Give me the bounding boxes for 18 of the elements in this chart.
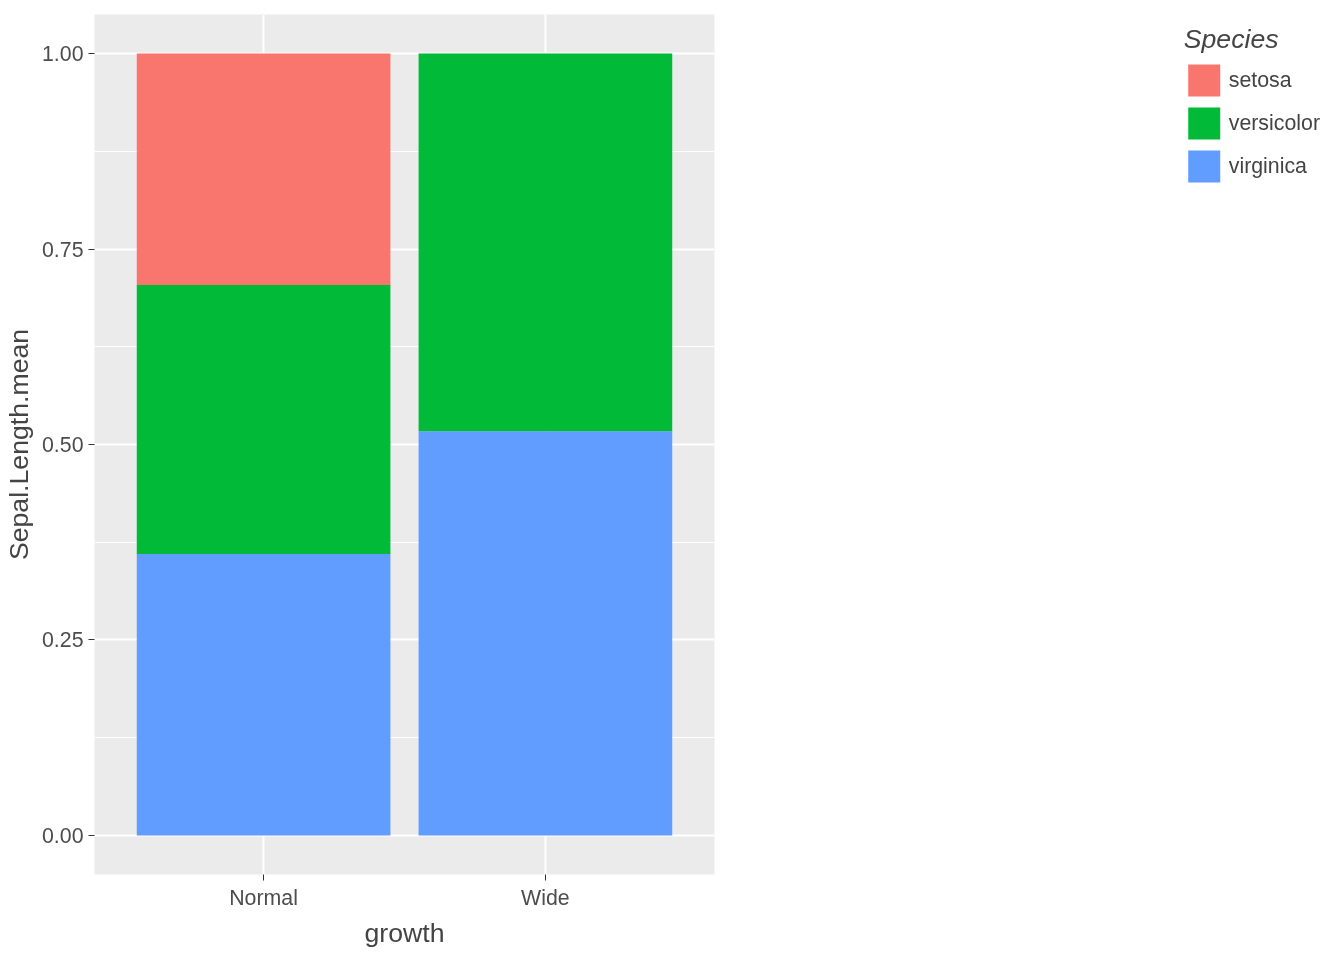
- y-tick-label: 1.00: [41, 42, 84, 67]
- y-tick-label: 0.25: [41, 628, 84, 653]
- x-tick-label: Normal: [229, 885, 298, 910]
- y-tick-label: 0.00: [41, 823, 84, 848]
- y-tick-label: 0.75: [41, 237, 84, 262]
- legend-label: versicolor: [1228, 110, 1320, 136]
- bar: [136, 53, 391, 286]
- legend-label: setosa: [1228, 67, 1292, 93]
- y-tick-label: 0.50: [41, 433, 84, 457]
- legend-label: virginica: [1228, 153, 1307, 179]
- y-axis-title: Sepal.Length.mean: [3, 328, 34, 561]
- bar: [136, 553, 391, 836]
- legend-title: Species: [1183, 24, 1280, 55]
- bar: [136, 285, 391, 554]
- x-axis-title: growth: [364, 917, 445, 948]
- bar: [418, 53, 673, 432]
- x-tick-label: Wide: [521, 885, 570, 910]
- bar: [418, 431, 673, 836]
